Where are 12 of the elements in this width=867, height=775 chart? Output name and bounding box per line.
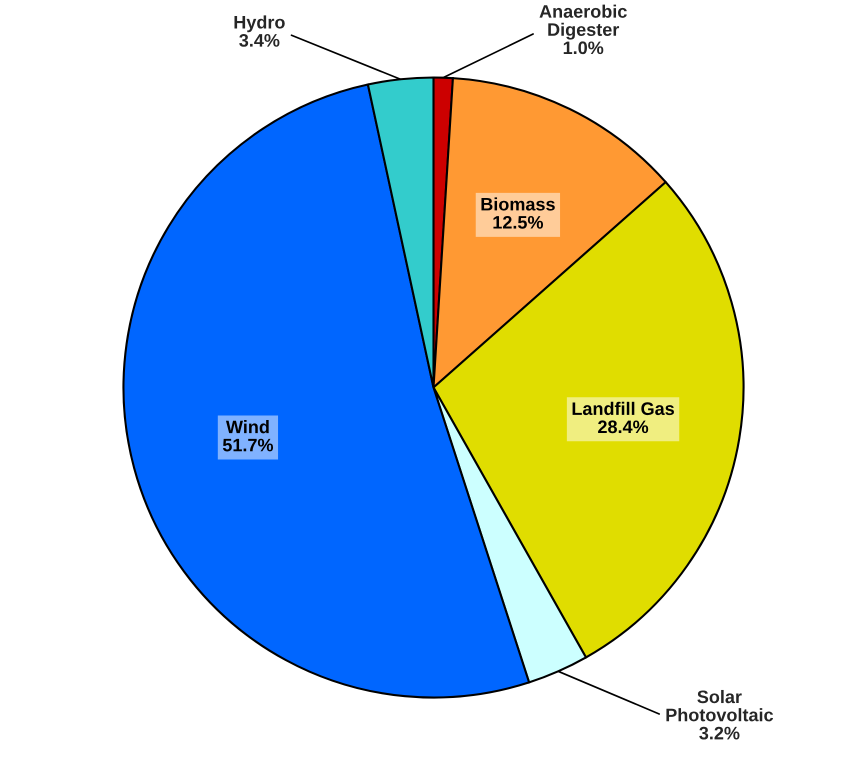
slice-label: Solar Photovoltaic [666, 690, 774, 722]
slice-label: Landfill Gas [572, 402, 674, 416]
data-label: 1.0% [564, 41, 604, 54]
slice-label: Anaerobic Digester [540, 4, 627, 40]
data-label: 51.7% [222, 438, 274, 452]
data-label: 28.4% [598, 420, 648, 434]
slice-label: Wind [226, 420, 269, 434]
data-label: 3.4% [239, 34, 280, 47]
slice-label: Hydro [234, 15, 285, 32]
data-label: 3.2% [699, 726, 740, 740]
data-label: 12.5% [493, 216, 544, 229]
slice-label: Biomass [481, 197, 555, 211]
